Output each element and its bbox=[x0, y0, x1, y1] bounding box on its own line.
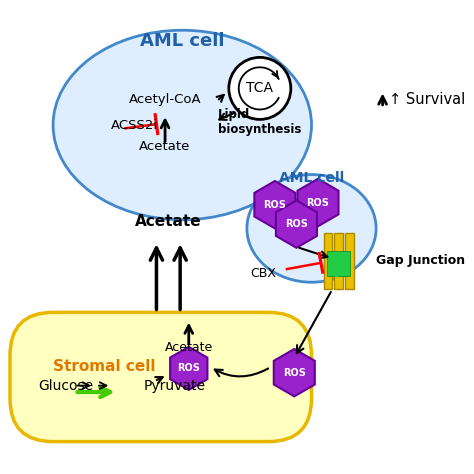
Ellipse shape bbox=[247, 174, 376, 282]
Text: Stromal cell: Stromal cell bbox=[53, 359, 155, 374]
Text: AML cell: AML cell bbox=[140, 32, 225, 50]
Polygon shape bbox=[274, 349, 315, 396]
Bar bbox=[345, 233, 354, 289]
Text: Gap Junction: Gap Junction bbox=[376, 254, 465, 267]
Polygon shape bbox=[298, 179, 338, 226]
Circle shape bbox=[229, 57, 291, 119]
Text: CBX: CBX bbox=[250, 267, 276, 280]
Polygon shape bbox=[170, 347, 208, 390]
Text: ROS: ROS bbox=[177, 364, 200, 374]
Text: Acetate: Acetate bbox=[164, 341, 213, 354]
Text: ACSS2i: ACSS2i bbox=[111, 119, 158, 132]
Text: Lipid
biosynthesis: Lipid biosynthesis bbox=[218, 108, 301, 136]
Polygon shape bbox=[255, 181, 295, 228]
Text: Pyruvate: Pyruvate bbox=[144, 379, 206, 392]
Bar bbox=[334, 233, 343, 289]
Text: Glucose: Glucose bbox=[38, 379, 93, 392]
Text: Acetate: Acetate bbox=[135, 214, 202, 229]
FancyBboxPatch shape bbox=[10, 312, 311, 442]
Ellipse shape bbox=[53, 30, 311, 220]
Text: ROS: ROS bbox=[307, 198, 329, 208]
Text: ROS: ROS bbox=[285, 219, 308, 229]
Polygon shape bbox=[276, 201, 317, 248]
Text: AML cell: AML cell bbox=[279, 171, 344, 184]
Text: Acetate: Acetate bbox=[139, 140, 191, 153]
Text: ROS: ROS bbox=[264, 200, 286, 210]
Text: ROS: ROS bbox=[283, 368, 306, 378]
Bar bbox=[328, 251, 350, 276]
Text: Acetyl-CoA: Acetyl-CoA bbox=[129, 92, 201, 106]
Bar bbox=[324, 233, 332, 289]
Text: TCA: TCA bbox=[246, 82, 273, 95]
Text: ↑ Survival: ↑ Survival bbox=[389, 91, 465, 107]
